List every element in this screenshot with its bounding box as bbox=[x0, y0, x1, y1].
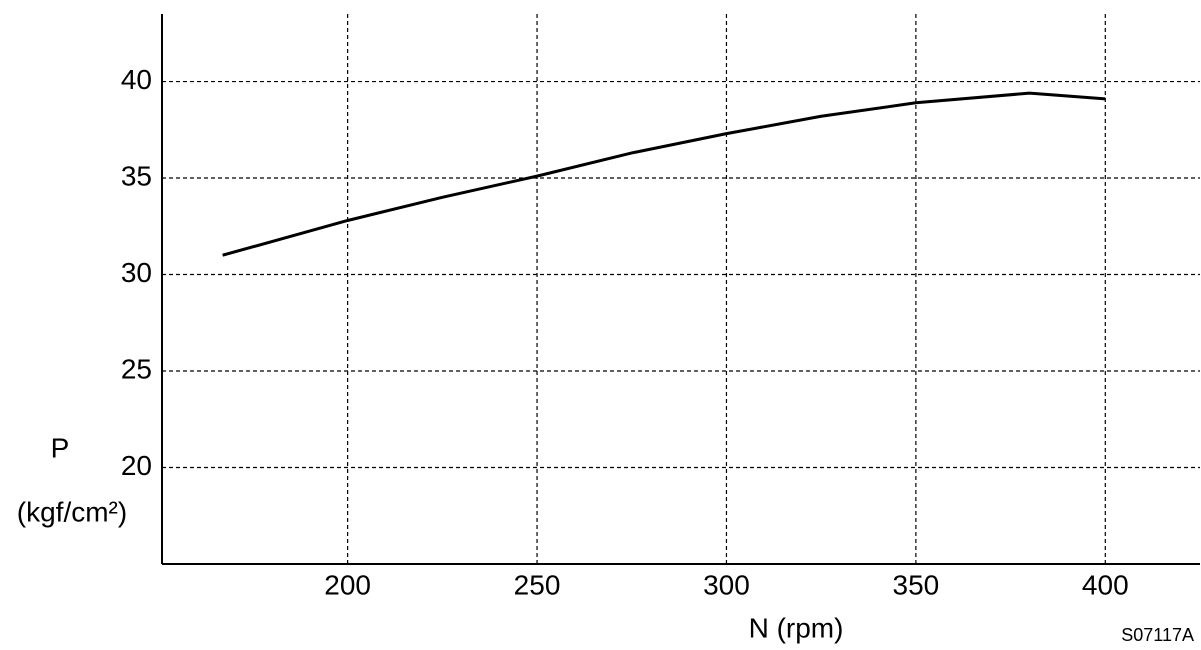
line bbox=[222, 91, 1106, 257]
x-tick-label: 300 bbox=[703, 569, 750, 600]
y-tick-label: 25 bbox=[121, 353, 152, 384]
y-tick-label: 40 bbox=[121, 64, 152, 95]
y-tick-label: 20 bbox=[121, 450, 152, 481]
x-tick-label: 250 bbox=[514, 569, 561, 600]
x-tick-label: 400 bbox=[1082, 569, 1129, 600]
x-tick-label: 200 bbox=[324, 569, 371, 600]
y-axis-unit: (kgf/cm²) bbox=[17, 496, 127, 527]
y-tick-label: 30 bbox=[121, 257, 152, 288]
y-axis-label: P bbox=[51, 432, 70, 463]
x-tick-label: 350 bbox=[893, 569, 940, 600]
y-tick-label: 35 bbox=[121, 160, 152, 191]
x-axis-label: N (rpm) bbox=[749, 612, 844, 643]
figure-code: S07117A bbox=[1121, 625, 1194, 645]
